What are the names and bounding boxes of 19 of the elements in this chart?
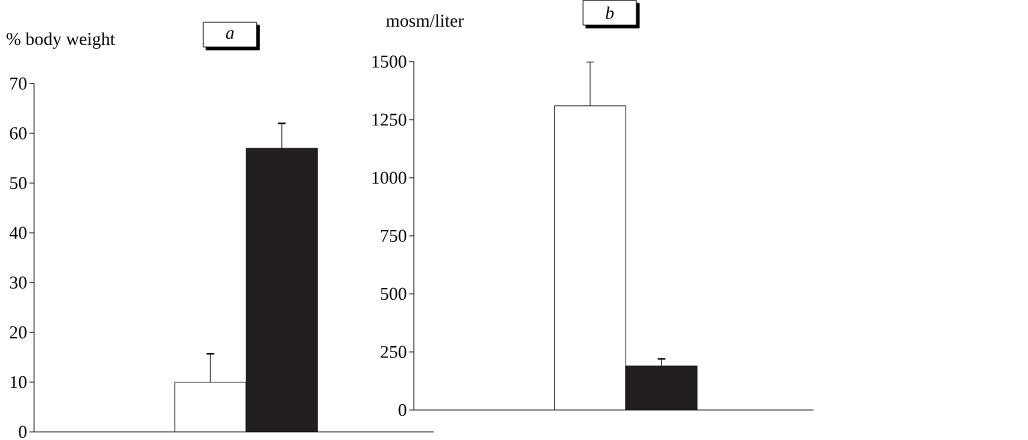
y-tick-label: 0 (18, 425, 27, 439)
y-tick-label: 20 (9, 326, 27, 339)
y-tick-label: 750 (381, 229, 407, 242)
y-tick-label: 250 (380, 345, 407, 359)
y-tick-label: 40 (9, 226, 27, 239)
y-tick-label: 70 (10, 77, 27, 90)
y-tick-label: 60 (9, 127, 27, 140)
y-tick-label: 0 (398, 403, 407, 417)
y-axis-title: mosm/liter (386, 14, 464, 27)
y-axis-title: % body weight (6, 32, 115, 49)
chart-title: a (225, 30, 234, 40)
y-tick-label: 1000 (372, 171, 407, 184)
y-tick-label: 1250 (372, 113, 407, 126)
y-tick-label: 10 (10, 376, 27, 389)
y-tick-label: 1500 (372, 55, 407, 68)
y-tick-label: 50 (10, 177, 27, 190)
y-tick-label: 500 (380, 287, 407, 301)
chart-title: b (605, 6, 614, 20)
y-tick-label: 30 (10, 276, 27, 289)
